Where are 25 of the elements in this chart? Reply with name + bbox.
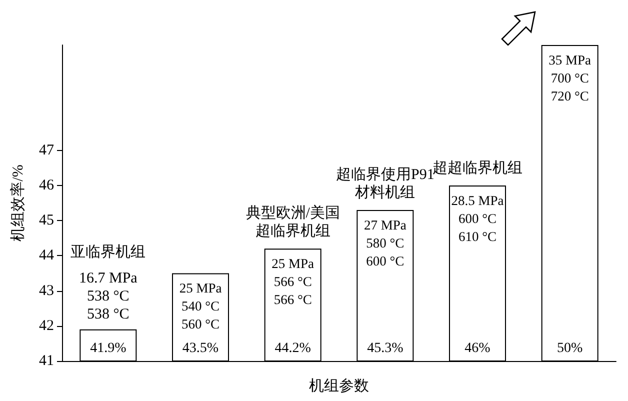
data-label: 50% [556, 341, 583, 356]
x-tick-label: 亚临界机组 [70, 243, 146, 260]
data-label: 41.9% [90, 341, 127, 356]
y-tick-label: 45 [39, 212, 54, 229]
y-tick-label: 46 [39, 177, 54, 194]
annotation: 35 MPa 700 °C 720 °C [548, 52, 592, 104]
x-tick-label: 超临界使用P91材料机组 [336, 166, 434, 202]
x-axis-title: 机组参数 [309, 378, 369, 394]
data-label: 46% [464, 341, 491, 356]
x-tick-label: 超超临界机组 [432, 159, 522, 176]
annotation: 27 MPa 580 °C 600 °C [364, 218, 406, 269]
y-tick-label: 42 [39, 318, 54, 334]
data-label: 45.3% [367, 341, 404, 356]
y-tick-label: 41 [39, 353, 54, 369]
annotation: 28.5 MPa 600 °C 610 °C [451, 192, 504, 244]
y-tick-label: 44 [39, 248, 54, 264]
annotation: 16.7 MPa 538 °C 538 °C [78, 270, 138, 322]
y-axis-title: 机组效率/% [10, 164, 26, 242]
y-tick-label: 43 [39, 282, 54, 299]
data-label: 43.5% [182, 341, 219, 356]
annotation: 25 MPa 540 °C 560 °C [179, 280, 222, 332]
y-tick-label: 47 [39, 142, 54, 158]
data-label: 44.2% [274, 341, 312, 356]
annotation: 25 MPa 566 °C 566 °C [272, 256, 314, 308]
x-tick-label: 典型欧洲/美国超临界机组 [246, 204, 340, 240]
